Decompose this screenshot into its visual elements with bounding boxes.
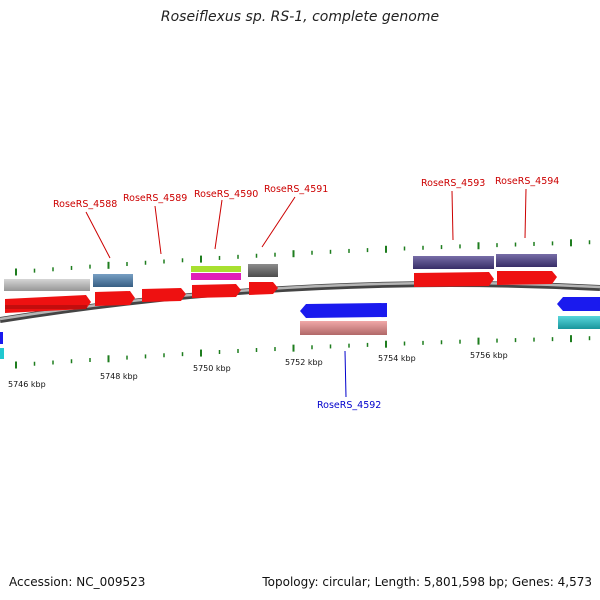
feature-blue-left-edge[interactable] [0, 332, 3, 344]
gene-arrow-4587-shadow [5, 305, 87, 309]
feature-grey-1-shade [4, 279, 90, 291]
gene-arrow-4590[interactable] [192, 284, 241, 298]
gene-arrow-4591[interactable] [249, 282, 278, 295]
axis-label-5754: 5754 kbp [378, 354, 416, 363]
feature-salmon-4592-shade [300, 321, 387, 335]
leader-4591 [262, 197, 295, 247]
genome-map: 5746 kbp 5748 kbp 5750 kbp 5752 kbp 5754… [0, 0, 600, 600]
genome-info-text: Topology: circular; Length: 5,801,598 bp… [262, 575, 592, 589]
feature-magenta-4590[interactable] [191, 273, 241, 280]
gene-arrow-4592[interactable] [300, 303, 387, 318]
feature-purple-4593-shade [413, 256, 494, 269]
gene-label-4588[interactable]: RoseRS_4588 [53, 199, 117, 210]
gene-arrow-4594[interactable] [497, 271, 557, 285]
gene-arrow-4588[interactable] [95, 291, 135, 306]
gene-label-4593[interactable]: RoseRS_4593 [421, 178, 485, 189]
feature-cyan-left-edge[interactable] [0, 348, 4, 359]
feature-steelblue-4588-shade [93, 274, 133, 287]
gene-label-4590[interactable]: RoseRS_4590 [194, 189, 258, 200]
gene-label-4592[interactable]: RoseRS_4592 [317, 400, 381, 411]
leader-4588 [86, 212, 110, 258]
gene-arrow-4589[interactable] [142, 288, 186, 302]
gene-arrow-4593[interactable] [414, 272, 494, 287]
feature-cyan-4595-shade [558, 316, 600, 329]
axis-label-5752: 5752 kbp [285, 358, 323, 367]
feature-darkgrey-4591-shade [248, 264, 278, 277]
axis-label-5750: 5750 kbp [193, 364, 231, 373]
feature-purple-4594-shade [496, 254, 557, 267]
leader-4594 [525, 189, 526, 238]
gene-label-4594[interactable]: RoseRS_4594 [495, 176, 559, 187]
gene-label-4589[interactable]: RoseRS_4589 [123, 193, 187, 204]
axis-label-5756: 5756 kbp [470, 351, 508, 360]
leader-4590 [215, 200, 222, 249]
axis-label-5748: 5748 kbp [100, 372, 138, 381]
leader-4592 [345, 351, 346, 397]
gene-label-4591[interactable]: RoseRS_4591 [264, 184, 328, 195]
gene-arrow-4595[interactable] [557, 297, 600, 311]
accession-text: Accession: NC_009523 [9, 575, 145, 589]
leader-4589 [155, 206, 161, 254]
axis-label-5746: 5746 kbp [8, 380, 46, 389]
feature-lime-4590[interactable] [191, 266, 241, 272]
leader-4593 [452, 191, 453, 240]
